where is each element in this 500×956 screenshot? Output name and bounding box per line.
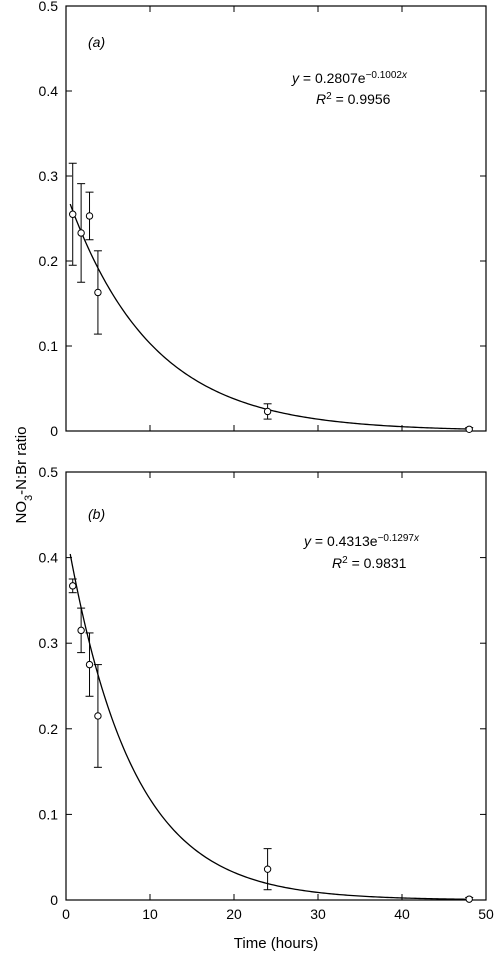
panel-a-r2: R2 = 0.9956 (316, 91, 391, 108)
panel-a-point (85, 212, 94, 220)
panel-a-point (465, 425, 473, 433)
panel-b-point (263, 865, 272, 873)
panel-b-point (94, 712, 102, 720)
panel-b-xtick-label: 0 (62, 906, 70, 922)
panel-a-point (263, 407, 272, 416)
panel-a-point (69, 210, 77, 218)
panel-b-xtick-label: 40 (394, 906, 410, 922)
panel-a: (a) y = 0.2807e−0.1002x R2 = 0.9956 0 0.1… (39, 0, 487, 439)
panel-b-ytick-label: 0.2 (39, 721, 59, 737)
panel-a-ytick-label: 0.5 (39, 0, 59, 14)
panel-a-frame (65, 5, 487, 432)
x-axis-label: Time (hours) (234, 935, 318, 952)
panel-a-point (77, 229, 85, 237)
panel-b-xtick-label: 10 (142, 906, 158, 922)
panel-b: (b) y = 0.4313e−0.1297x R2 = 0.9831 0 0.1… (39, 464, 494, 922)
panel-a-label: (a) (88, 34, 105, 50)
panel-a-equation: y = 0.2807e−0.1002x (291, 70, 408, 87)
panel-b-point (85, 660, 94, 669)
panel-b-ytick-label: 0.3 (39, 635, 59, 651)
panel-b-equation: y = 0.4313e−0.1297x (303, 533, 420, 550)
panel-b-ytick-label: 0 (50, 892, 58, 908)
panel-a-ytick-label: 0.4 (39, 83, 59, 99)
panel-a-fit-curve (69, 203, 470, 430)
panel-b-point (465, 895, 473, 903)
panel-a-point (94, 288, 102, 297)
panel-b-ytick-label: 0.5 (39, 464, 59, 480)
panel-b-xtick-label: 20 (226, 906, 242, 922)
panel-b-point (69, 582, 77, 590)
panel-b-ticks: 0 0.1 0.2 0.3 0.4 0.5 0 10 20 30 40 50 (39, 464, 494, 922)
panel-a-fit (69, 203, 470, 430)
panel-b-error-bars (68, 578, 474, 901)
panel-b-ytick-label: 0.4 (39, 550, 59, 566)
panel-b-frame (65, 471, 487, 901)
panel-b-point (77, 626, 85, 635)
panel-b-label: (b) (88, 506, 105, 522)
panel-b-xtick-label: 50 (478, 906, 494, 922)
panel-a-ticks: 0 0.1 0.2 0.3 0.4 0.5 (39, 0, 487, 439)
panel-b-fit (69, 553, 470, 900)
panel-b-ytick-label: 0.1 (39, 806, 59, 822)
panel-a-ytick-label: 0.1 (39, 338, 59, 354)
panel-b-xtick-label: 30 (310, 906, 326, 922)
panel-a-ytick-label: 0.2 (39, 253, 59, 269)
panel-a-error-bars (68, 162, 474, 432)
y-axis-label: NO3-N:Br ratio (13, 427, 35, 524)
panel-a-points (69, 210, 473, 433)
panel-a-ytick-label: 0.3 (39, 168, 59, 184)
panel-a-ytick-label: 0 (50, 423, 58, 439)
panel-b-points (69, 582, 473, 903)
panel-b-r2: R2 = 0.9831 (332, 555, 407, 572)
panel-b-fit-curve (69, 553, 470, 900)
